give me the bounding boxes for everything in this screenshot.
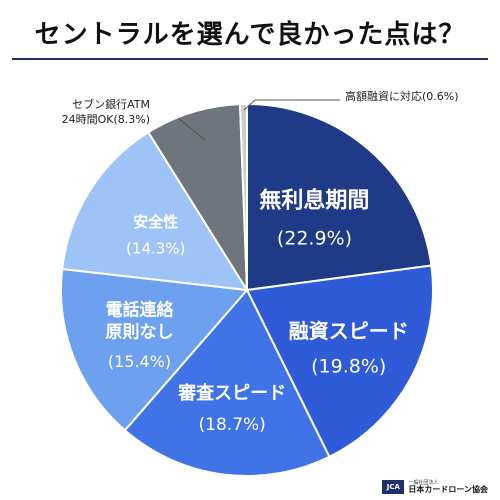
leader-line-6 <box>177 117 206 141</box>
leader-line-7 <box>243 99 340 111</box>
org-small-text: 一般社団法人 <box>408 479 439 486</box>
slice-value-2: (19.8%) <box>311 356 386 378</box>
pie-slice-4 <box>60 267 250 432</box>
org-name-text: 日本カードローン協会 <box>408 484 488 494</box>
pie-slice-3 <box>123 288 331 477</box>
slice-value-1: (22.9%) <box>277 228 352 250</box>
slice-label-7: 高額融資に対応(0.6%) <box>345 89 459 103</box>
slice-value-4: (15.4%) <box>108 352 171 371</box>
chart-title: セントラルを選んで良かった点は？ <box>34 20 466 50</box>
slice-label-1: 無利息期間 <box>259 187 369 213</box>
pie-slice-2 <box>245 264 434 459</box>
slice-value-5: (14.3%) <box>126 239 185 257</box>
slice-value-3: (18.7%) <box>199 415 266 435</box>
pie-slice-5 <box>61 130 249 292</box>
slice-label-2: 融資スピード <box>289 319 409 343</box>
slice-label-3: 審査スピード <box>177 382 286 404</box>
pie-slice-1 <box>246 102 433 292</box>
slice-label-4: 原則なし <box>106 323 174 343</box>
slice-label-4: 電話連絡 <box>106 299 175 320</box>
title-underline <box>12 58 488 60</box>
footer-logo: JCA 一般社団法人 日本カードローン協会 <box>382 480 488 494</box>
pie-slice-7 <box>238 102 248 291</box>
slice-label-6: セブン銀行ATM <box>72 97 150 111</box>
jca-logo-icon: JCA <box>382 480 405 494</box>
slice-label-6: 24時間OK(8.3%) <box>62 113 150 126</box>
pie-slice-6 <box>146 103 249 294</box>
slice-label-5: 安全性 <box>133 213 178 231</box>
